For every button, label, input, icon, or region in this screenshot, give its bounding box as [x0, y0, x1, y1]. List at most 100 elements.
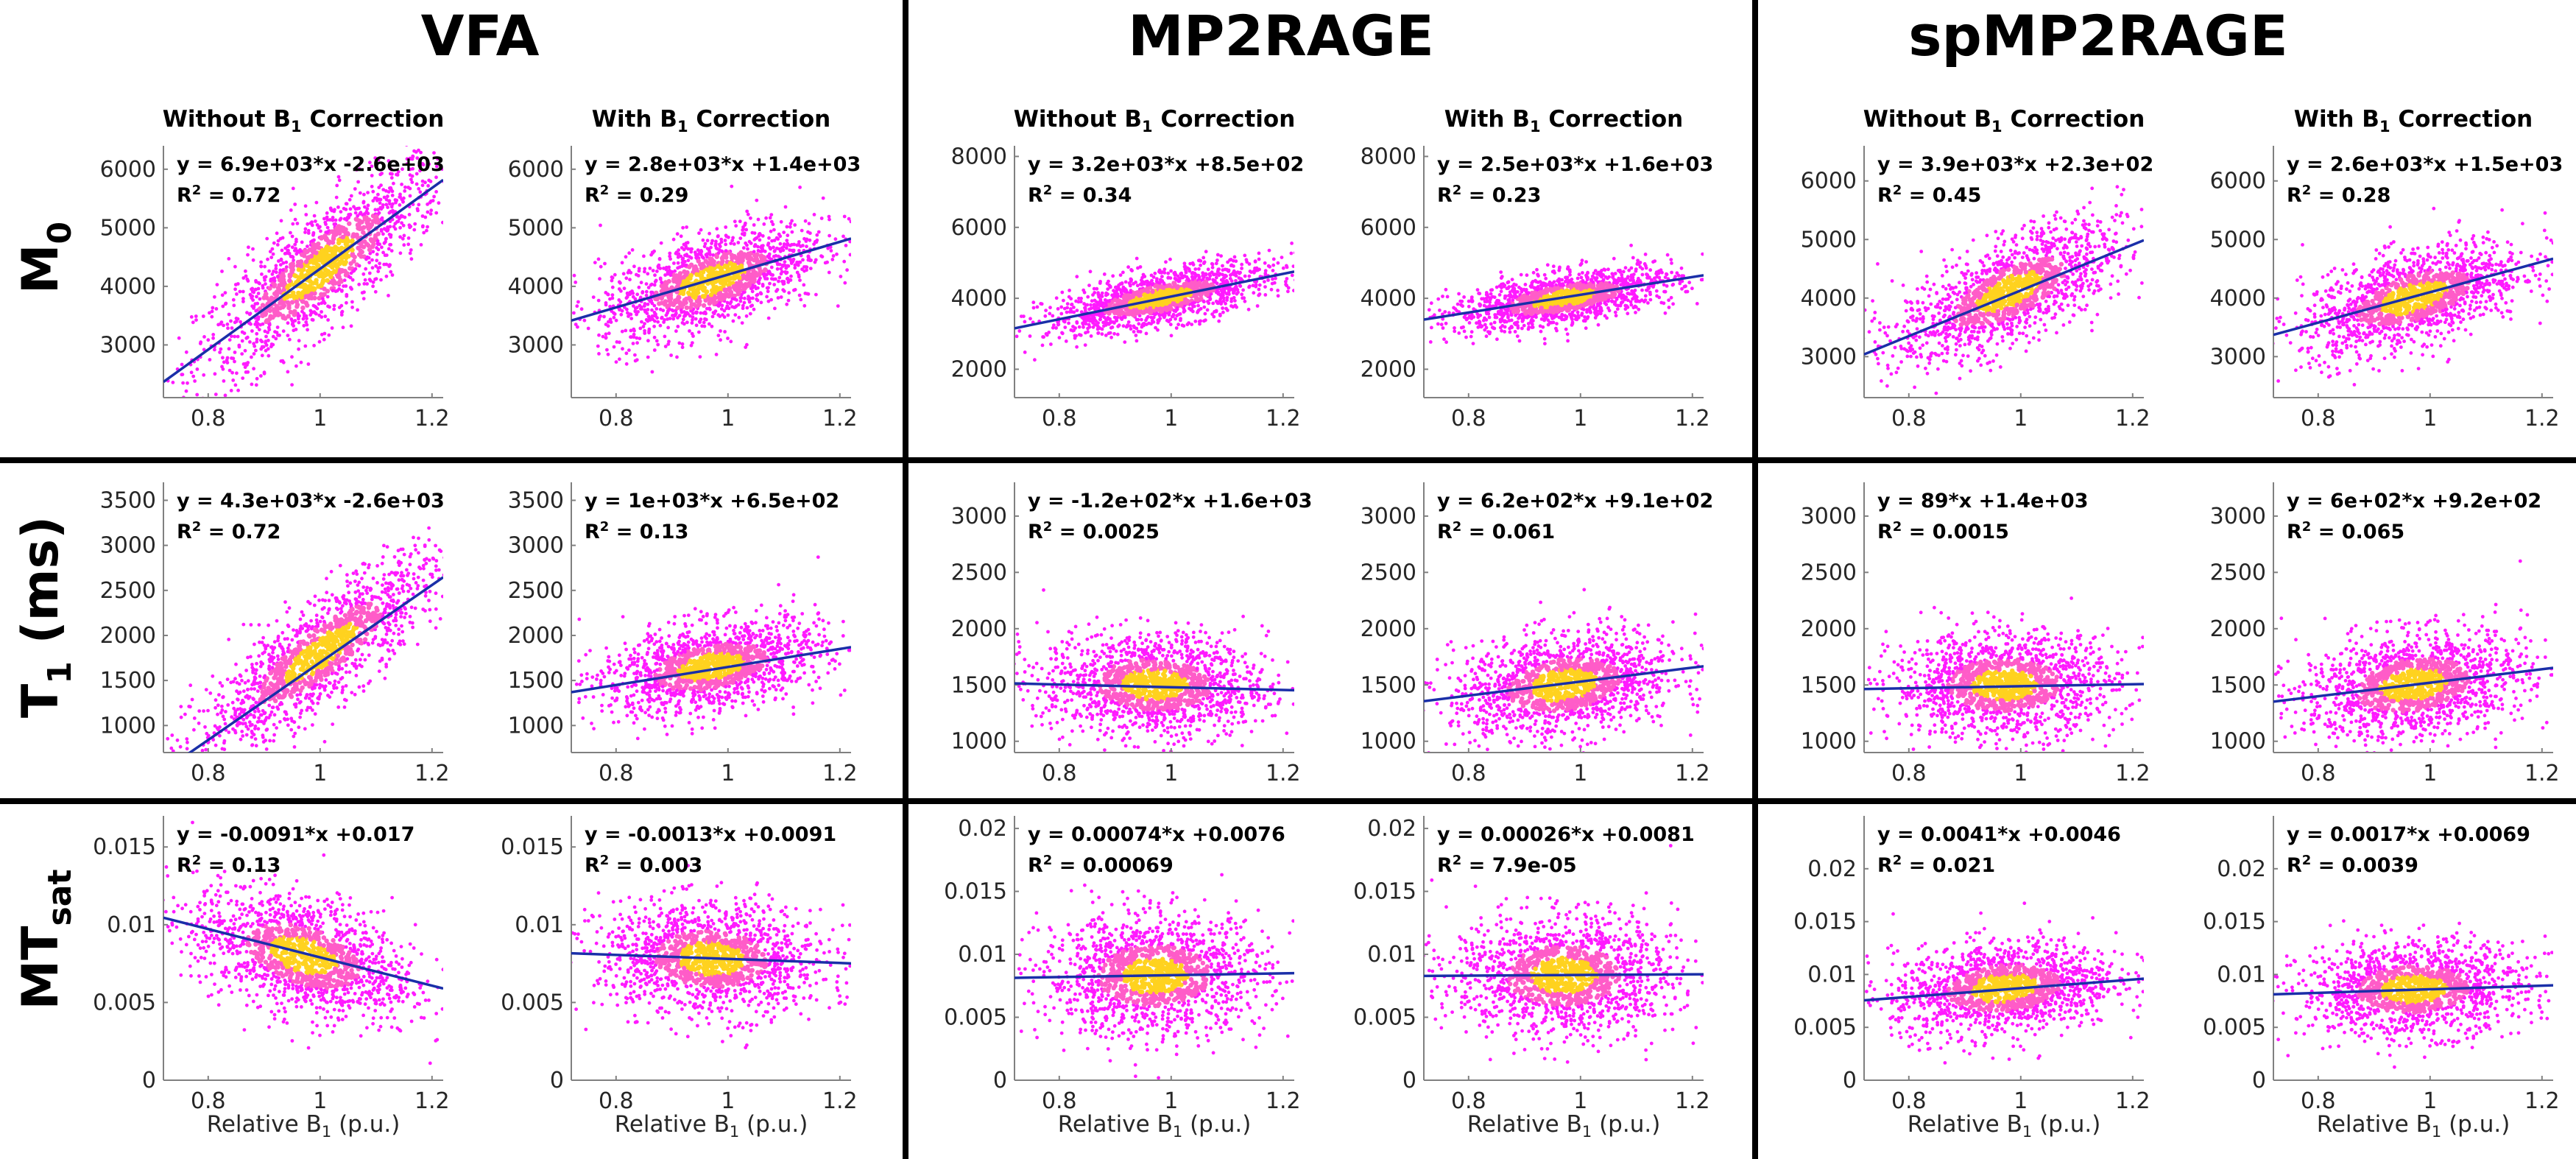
scatter-point — [1210, 312, 1214, 317]
scatter-point — [415, 156, 420, 161]
scatter-point — [390, 273, 395, 277]
scatter-point — [361, 200, 366, 205]
scatter-point — [713, 300, 718, 305]
scatter-point — [211, 333, 216, 337]
scatter-point — [785, 246, 788, 250]
scatter-point — [1204, 292, 1209, 297]
scatter-point — [733, 219, 737, 224]
scatter-point — [1193, 320, 1198, 323]
scatter-point — [279, 359, 283, 363]
scatter-point — [1635, 295, 1639, 299]
scatter-point — [1086, 326, 1090, 331]
scatter-point — [300, 309, 304, 314]
scatter-point — [189, 315, 194, 319]
scatter-point — [686, 258, 691, 263]
scatter-point — [400, 167, 404, 172]
scatter-point — [384, 240, 387, 244]
scatter-point — [370, 258, 374, 262]
scatter-point — [306, 256, 311, 261]
scatter-point — [614, 360, 618, 364]
scatter-point — [1584, 326, 1588, 331]
fit-r2: R2 = 0.34 — [1028, 183, 1132, 207]
scatter-point — [1047, 331, 1051, 334]
scatter-point — [1095, 324, 1100, 328]
scatter-point — [1255, 266, 1259, 270]
scatter-point — [1156, 328, 1160, 332]
scatter-point — [814, 240, 819, 244]
scatter-point — [322, 337, 326, 342]
scatter-point — [1266, 264, 1271, 268]
scatter-point — [320, 281, 325, 286]
scatter-point — [651, 269, 655, 272]
scatter-point — [386, 194, 389, 199]
scatter-point — [1475, 288, 1480, 292]
scatter-point — [747, 283, 752, 288]
scatter-point — [350, 238, 355, 244]
scatter-point — [223, 393, 227, 398]
scatter-point — [802, 269, 806, 273]
scatter-point — [254, 287, 258, 292]
scatter-point — [1221, 306, 1224, 310]
scatter-point — [796, 243, 800, 247]
scatter-point — [247, 312, 252, 317]
scatter-point — [274, 267, 278, 271]
scatter-point — [1133, 291, 1139, 297]
scatter-point — [396, 219, 400, 224]
scatter-point — [361, 230, 366, 235]
scatter-point — [1218, 314, 1222, 317]
scatter-point — [772, 245, 775, 250]
scatter-point — [340, 289, 344, 292]
scatter-point — [1168, 305, 1173, 310]
r2-equals: = — [1052, 184, 1082, 207]
scatter-point — [255, 339, 259, 344]
scatter-point — [286, 248, 290, 253]
scatter-point — [724, 234, 729, 239]
scatter-point — [1107, 299, 1111, 303]
scatter-point — [1280, 256, 1284, 259]
scatter-point — [251, 258, 255, 262]
scatter-point — [1129, 327, 1133, 331]
scatter-point — [1442, 337, 1446, 342]
scatter-point — [1623, 266, 1628, 270]
scatter-point — [813, 260, 817, 264]
scatter-point — [1441, 295, 1444, 298]
scatter-point — [1160, 302, 1165, 307]
y-tick-label: 2000 — [951, 356, 1007, 382]
scatter-point — [1243, 274, 1247, 278]
scatter-point — [753, 236, 758, 241]
scatter-point — [232, 303, 236, 308]
scatter-point — [769, 229, 773, 233]
scatter-point — [702, 244, 707, 249]
scatter-point — [605, 348, 609, 352]
scatter-point — [629, 328, 633, 333]
scatter-point — [280, 248, 284, 253]
scatter-point — [613, 312, 617, 316]
scatter-point — [280, 236, 285, 240]
scatter-point — [652, 283, 657, 287]
scatter-point — [272, 276, 277, 281]
scatter-point — [641, 325, 646, 328]
scatter-point — [777, 232, 781, 236]
scatter-point — [335, 183, 339, 188]
scatter-point — [1648, 268, 1653, 272]
scatter-point — [285, 300, 291, 305]
scatter-point — [345, 202, 349, 206]
scatter-point — [213, 295, 216, 299]
scatter-point — [625, 291, 629, 295]
scatter-point — [707, 322, 711, 326]
scatter-point — [1210, 261, 1214, 266]
scatter-point — [747, 300, 752, 304]
scatter-point — [658, 307, 663, 311]
scatter-point — [333, 208, 336, 212]
scatter-point — [788, 225, 792, 229]
scatter-point — [1540, 310, 1546, 315]
scatter-point — [1271, 277, 1274, 281]
scatter-point — [789, 274, 793, 278]
scatter-point — [1214, 299, 1218, 303]
scatter-point — [1189, 308, 1193, 312]
scatter-point — [750, 285, 755, 289]
scatter-point — [710, 242, 713, 245]
scatter-point — [267, 323, 272, 327]
scatter-point — [637, 267, 641, 271]
scatter-point — [267, 339, 270, 342]
